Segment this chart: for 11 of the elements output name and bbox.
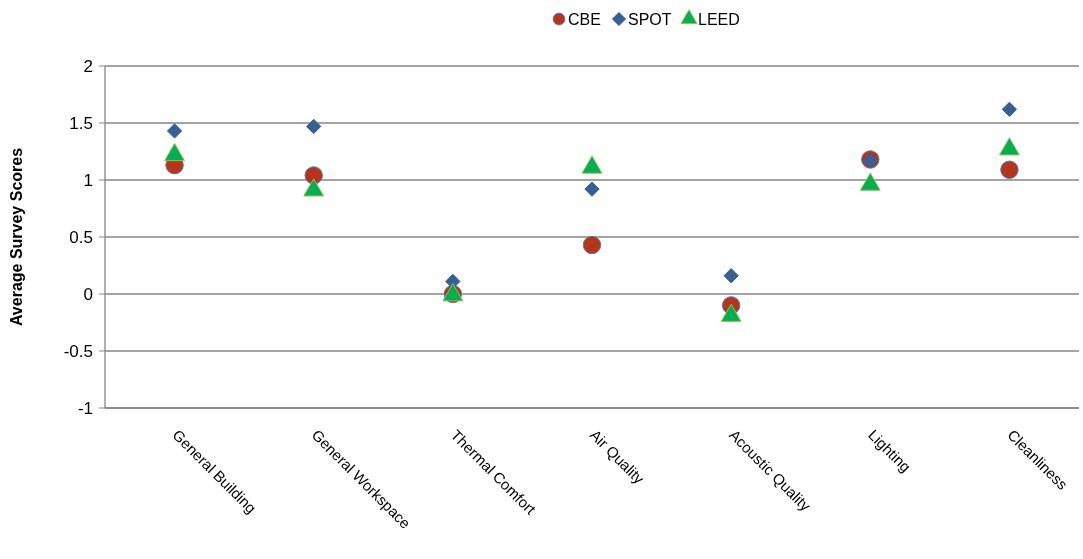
y-tick-label: 0.5 — [69, 227, 93, 247]
legend-label: SPOT — [628, 10, 672, 28]
y-tick-label: -1 — [77, 398, 93, 418]
y-tick-label: 2 — [83, 56, 93, 76]
y-tick-label: 1.5 — [69, 113, 93, 133]
y-tick-label: 1 — [83, 170, 93, 190]
legend-label: LEED — [698, 10, 740, 28]
y-tick-label: 0 — [83, 284, 93, 304]
y-axis-title: Average Survey Scores — [8, 147, 25, 327]
legend-label: CBE — [568, 10, 601, 28]
y-tick-label: -0.5 — [63, 341, 93, 361]
